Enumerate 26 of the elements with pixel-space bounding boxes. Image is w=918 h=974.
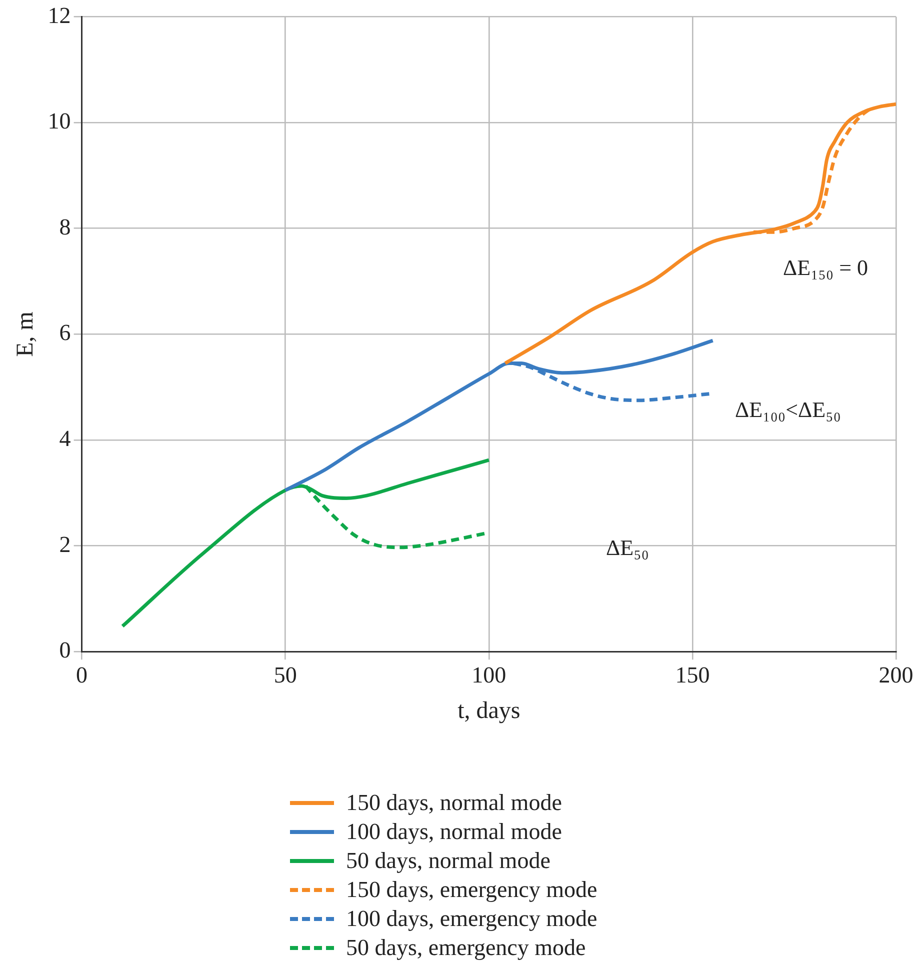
x-tick-label: 0 — [76, 662, 88, 688]
legend-label: 100 days, emergency mode — [346, 906, 598, 932]
legend-label: 150 days, normal mode — [346, 790, 562, 816]
y-tick-label: 12 — [48, 2, 71, 28]
line-series — [120, 458, 491, 628]
y-tick-label: 0 — [59, 638, 71, 663]
x-tick-label: 50 — [274, 662, 297, 688]
legend-label: 50 days, normal mode — [346, 848, 550, 874]
y-tick-label: 2 — [59, 532, 71, 557]
x-tick-label: 200 — [878, 662, 914, 688]
y-tick-label: 8 — [59, 214, 71, 240]
y-tick-label: 4 — [59, 426, 72, 452]
legend-label: 50 days, emergency mode — [346, 934, 586, 960]
x-axis-title: t, days — [458, 698, 520, 724]
annotation: ΔE₁₅₀ = 0 — [783, 255, 868, 281]
line-series — [284, 338, 715, 492]
annotation: ΔE₁₀₀<ΔE₅₀ — [735, 397, 841, 423]
legend-label: 150 days, emergency mode — [346, 876, 598, 902]
line-series — [503, 102, 896, 366]
y-axis-title: E, m — [12, 311, 39, 357]
y-tick-label: 10 — [48, 108, 71, 134]
x-tick-label: 100 — [472, 662, 506, 688]
y-tick-label: 6 — [59, 320, 71, 346]
legend-label: 100 days, normal mode — [346, 818, 562, 844]
x-tick-label: 150 — [675, 662, 710, 688]
annotation: ΔE₅₀ — [606, 535, 649, 561]
